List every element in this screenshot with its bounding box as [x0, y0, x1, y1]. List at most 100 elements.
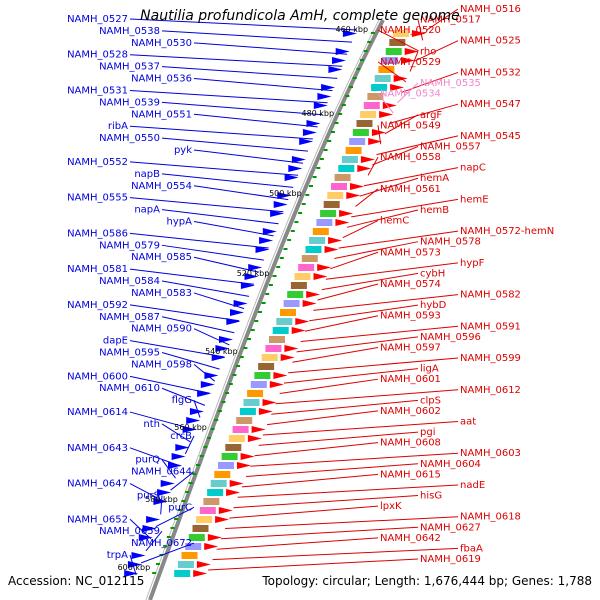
reverse-gene-arrow [302, 300, 317, 307]
label-connector [279, 378, 379, 394]
genome-backbone-arc-inner [145, 19, 380, 600]
feature-block [349, 138, 366, 145]
forward-gene-arrow [270, 210, 285, 217]
feature-block [392, 30, 409, 37]
gene-label: NAMH_0642 [380, 533, 441, 544]
tick-dash [276, 266, 281, 268]
gene-label: NAMH_0598 [131, 359, 192, 370]
gene-label: NAMH_0578 [420, 237, 481, 248]
forward-gene-arrow [215, 345, 230, 352]
gene-label: NAMH_0551 [131, 109, 192, 120]
gene-label: NAMH_0591 [460, 321, 521, 332]
gene-label: NAMH_0618 [460, 512, 521, 523]
label-connector [384, 114, 419, 135]
feature-block [272, 327, 289, 334]
reverse-gene-arrow [207, 534, 222, 541]
gene-label: NAMH_0596 [420, 332, 481, 343]
gene-label: hypA [167, 216, 193, 227]
forward-gene-arrow [259, 237, 274, 244]
gene-label: NAMH_0536 [131, 74, 192, 85]
gene-label: NAMH_0602 [380, 406, 441, 417]
feature-block [305, 246, 322, 253]
reverse-gene-arrow [390, 84, 405, 91]
label-connector [397, 82, 419, 104]
label-connector [193, 399, 201, 418]
label-connector [325, 262, 459, 280]
tick-dash [268, 284, 273, 286]
gene-label: NAMH_0535 [420, 78, 481, 89]
label-connector [129, 232, 269, 249]
reverse-gene-arrow [284, 345, 299, 352]
reverse-gene-arrow [251, 426, 266, 433]
label-connector [129, 161, 299, 176]
label-connector [193, 78, 333, 92]
gene-label: hisG [420, 491, 442, 502]
label-connector [275, 389, 459, 405]
gene-label: hypF [460, 258, 485, 269]
tick-dash [367, 41, 372, 43]
gene-label: NAMH_0600 [67, 371, 128, 382]
gene-label: NAMH_0531 [67, 85, 128, 96]
gene-label: clpS [420, 395, 441, 406]
gene-label: purC [168, 502, 192, 513]
feature-block [320, 210, 337, 217]
gene-label: NAMH_0538 [99, 26, 160, 37]
label-connector [225, 516, 459, 529]
gene-label: NAMH_0554 [131, 181, 192, 192]
forward-gene-arrow [299, 138, 314, 145]
gene-label: NAMH_0532 [460, 67, 521, 78]
feature-block [294, 273, 311, 280]
forward-gene-arrow [342, 30, 357, 37]
tick-dash [349, 86, 354, 88]
gene-label: NAMH_0604 [420, 459, 481, 470]
gene-label: NAMH_0574 [380, 279, 441, 290]
label-connectors [129, 8, 459, 576]
label-connector [161, 66, 338, 79]
tick-dash [210, 428, 215, 430]
gene-label: NAMH_0561 [380, 184, 441, 195]
label-connector [363, 167, 459, 187]
forward-gene-arrow [131, 552, 146, 559]
reverse-gene-arrow [193, 570, 208, 577]
gene-label: NAMH_0603 [460, 448, 521, 459]
label-connector [377, 61, 407, 83]
forward-gene-arrow [284, 174, 299, 181]
gene-label: NAMH_0619 [420, 554, 481, 565]
forward-gene-arrow [255, 246, 270, 253]
label-connector [342, 220, 379, 239]
forward-gene-arrow [273, 201, 288, 208]
kbp-tick-label: 600 kbp [118, 563, 151, 572]
reverse-gene-arrow [350, 183, 364, 190]
reverse-gene-arrow [368, 138, 383, 145]
label-connector [212, 547, 459, 561]
gene-label: NAMH_0610 [99, 383, 160, 394]
tick-dash [330, 131, 335, 133]
forward-gene-arrow [302, 129, 317, 136]
gene-label: NAMH_0586 [67, 228, 128, 239]
reverse-gene-arrow [237, 462, 251, 469]
tick-dash [221, 401, 226, 403]
reverse-gene-arrow [204, 543, 219, 550]
label-connector [161, 173, 294, 188]
tick-dash [283, 248, 288, 250]
feature-block [378, 66, 395, 73]
tick-dash [334, 122, 339, 124]
gene-label: NAMH_0583 [131, 288, 192, 299]
label-connector [267, 410, 379, 426]
gene-label: ribA [108, 121, 128, 132]
kbp-tick-label: 540 kbp [205, 347, 238, 356]
reverse-gene-arrow [379, 111, 394, 118]
label-connector [377, 125, 382, 145]
topology-text: Topology: circular; Length: 1,676,444 bp… [262, 574, 592, 588]
gene-label: trpA [107, 550, 128, 561]
label-connector [288, 357, 459, 374]
tick-dash [166, 536, 171, 538]
gene-label: NAMH_0550 [99, 133, 160, 144]
tick-dash [203, 446, 208, 448]
tick-dash [316, 167, 321, 169]
reverse-gene-arrow [357, 165, 372, 172]
label-connector [250, 452, 459, 467]
forward-gene-arrow [313, 102, 328, 109]
gene-label: NAMH_0552 [67, 157, 128, 168]
reverse-gene-arrow [273, 372, 288, 379]
